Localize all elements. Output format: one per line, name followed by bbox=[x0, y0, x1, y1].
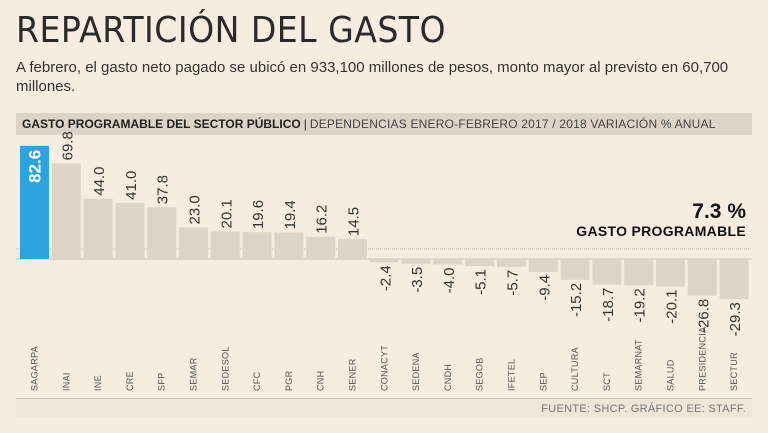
value-label: -2.4 bbox=[377, 265, 394, 291]
value-label: -18.7 bbox=[600, 288, 617, 322]
bar-conacyt bbox=[369, 259, 399, 263]
value-label: -5.1 bbox=[473, 269, 490, 295]
bar-salud bbox=[656, 259, 685, 287]
category-label: CNDH bbox=[443, 364, 453, 391]
bar-semar bbox=[179, 227, 208, 259]
value-label: -3.5 bbox=[409, 267, 426, 293]
value-label: 82.6 bbox=[26, 150, 45, 183]
bar-sagarpa bbox=[20, 145, 49, 259]
value-label: -5.7 bbox=[505, 270, 522, 296]
value-label: 23.0 bbox=[187, 195, 204, 224]
value-label: -9.4 bbox=[536, 275, 553, 301]
bar-sedesol bbox=[210, 231, 240, 259]
bar-sep bbox=[528, 259, 558, 272]
category-label: PRESIDENCIA bbox=[697, 327, 707, 391]
value-label: 41.0 bbox=[123, 171, 140, 200]
bar-sedena bbox=[401, 259, 431, 264]
value-label: -26.8 bbox=[695, 299, 712, 333]
bar-inai bbox=[51, 163, 81, 259]
value-label: 14.5 bbox=[346, 207, 363, 236]
category-label: SEMARNAT bbox=[634, 339, 644, 391]
bar-cnh bbox=[306, 236, 336, 259]
chart-header: GASTO PROGRAMABLE DEL SECTOR PÚBLICO | DEP… bbox=[16, 113, 752, 135]
category-label: SENER bbox=[348, 358, 358, 391]
value-label: -29.3 bbox=[727, 302, 744, 336]
chart-subtitle: DEPENDENCIAS ENERO-FEBRERO 2017 / 2018 V… bbox=[309, 117, 716, 131]
bar-cultura bbox=[560, 259, 590, 280]
value-label: 69.8 bbox=[59, 131, 76, 160]
bar-pgr bbox=[274, 232, 304, 259]
category-label: CULTURA bbox=[570, 347, 580, 391]
category-label: SFP bbox=[157, 373, 167, 391]
bar-presidencia bbox=[687, 259, 717, 296]
bar-sfp bbox=[147, 207, 177, 259]
bar-ifetel bbox=[497, 259, 526, 267]
bar-semarnat bbox=[624, 259, 654, 286]
bar-cndh bbox=[433, 259, 463, 265]
category-label: SCT bbox=[602, 372, 612, 391]
bar-cfc bbox=[242, 232, 272, 259]
value-label: 20.1 bbox=[218, 199, 235, 228]
category-label: CONACYT bbox=[379, 345, 389, 391]
source-note: FUENTE: SHCP. GRÁFICO EE: STAFF. bbox=[16, 398, 752, 418]
header-separator: | bbox=[303, 117, 307, 131]
value-label: -19.2 bbox=[632, 288, 649, 322]
value-label: -15.2 bbox=[568, 283, 585, 317]
value-label: 44.0 bbox=[91, 167, 108, 196]
bar-sener bbox=[338, 239, 367, 259]
value-label: 16.2 bbox=[314, 205, 331, 234]
category-label: INAI bbox=[61, 372, 71, 391]
category-label: CFC bbox=[252, 371, 262, 391]
summary-value: 7.3 % bbox=[692, 200, 746, 223]
category-label: SEP bbox=[538, 372, 548, 391]
value-label: 19.6 bbox=[250, 200, 267, 229]
category-label: PGR bbox=[284, 370, 294, 391]
page-title: REPARTICIÓN DEL GASTO bbox=[16, 10, 447, 51]
category-label: CNH bbox=[316, 371, 326, 391]
bar-sectur bbox=[719, 259, 749, 300]
category-label: CRE bbox=[125, 371, 135, 391]
value-label: -20.1 bbox=[664, 290, 681, 324]
bar-ine bbox=[83, 198, 113, 259]
category-label: INE bbox=[93, 375, 103, 391]
category-label: SALUD bbox=[666, 359, 676, 391]
value-label: 19.4 bbox=[282, 200, 299, 229]
category-label: SAGARPA bbox=[30, 346, 40, 391]
bar-cre bbox=[115, 202, 145, 259]
category-label: SEGOB bbox=[475, 357, 485, 391]
value-label: -4.0 bbox=[441, 267, 458, 293]
category-label: SEDESOL bbox=[220, 346, 230, 391]
summary-label: GASTO PROGRAMABLE bbox=[576, 223, 746, 239]
category-label: IFETEL bbox=[507, 359, 517, 391]
bar-sct bbox=[592, 259, 622, 285]
subtitle: A febrero, el gasto neto pagado se ubicó… bbox=[16, 59, 729, 95]
bar-segob bbox=[465, 259, 495, 266]
category-label: SECTUR bbox=[729, 352, 739, 391]
value-label: 37.8 bbox=[155, 175, 172, 204]
category-label: SEDENA bbox=[411, 352, 421, 391]
category-label: SEMAR bbox=[189, 357, 199, 391]
chart-title: GASTO PROGRAMABLE DEL SECTOR PÚBLICO bbox=[22, 117, 301, 131]
